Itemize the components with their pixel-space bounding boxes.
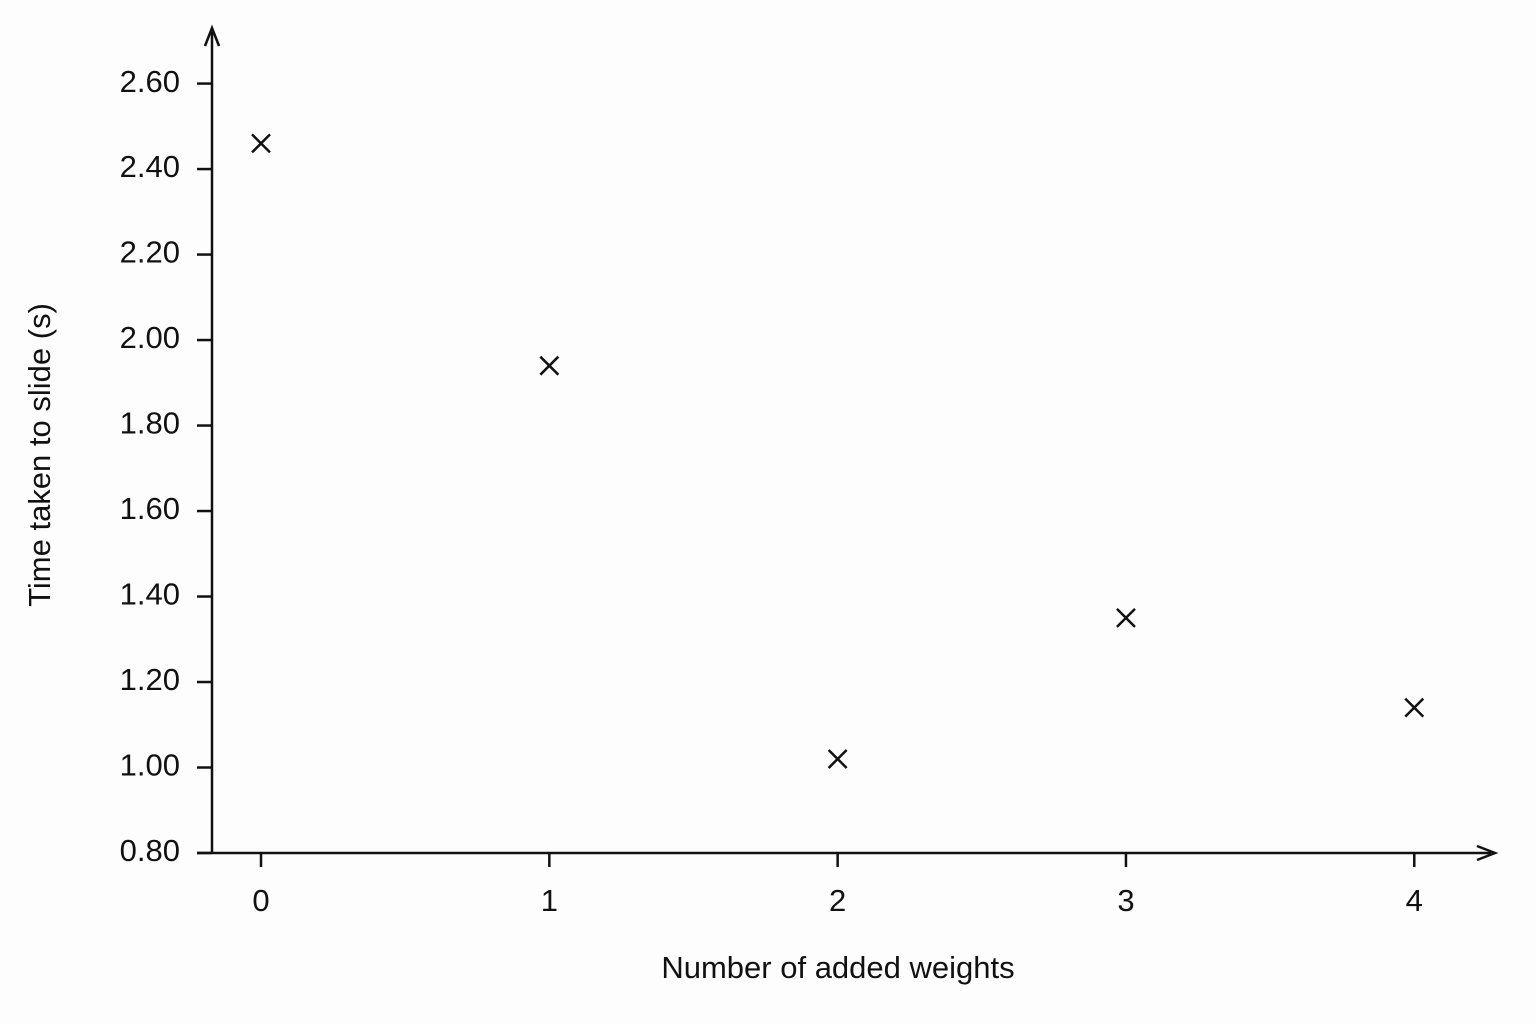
y-axis-arrow [203, 24, 221, 47]
x-tick-label: 4 [1406, 883, 1423, 918]
marker-stroke [827, 749, 848, 769]
y-tick-label: 2.00 [120, 320, 180, 355]
y-tick-label: 1.60 [120, 491, 180, 526]
y-tick-label: 1.40 [120, 577, 180, 612]
x-tick-label: 1 [541, 883, 558, 918]
y-tick-label: 2.40 [120, 149, 180, 184]
x-tick-label: 3 [1117, 883, 1134, 918]
x-axis-label: Number of added weights [661, 950, 1014, 985]
x-tick-label: 0 [252, 883, 269, 918]
marker [1116, 608, 1136, 628]
y-tick-label: 1.80 [120, 406, 180, 441]
y-tick-label: 2.20 [120, 235, 180, 270]
marker-stroke [1116, 608, 1136, 628]
marker [539, 355, 560, 376]
marker [1404, 697, 1425, 718]
y-axis-label: Time taken to slide (s) [22, 303, 57, 607]
marker [827, 749, 848, 769]
y-tick-label: 1.20 [120, 662, 180, 697]
marker-stroke [251, 133, 271, 154]
marker [251, 133, 271, 154]
marker-stroke [539, 355, 560, 376]
marker-stroke [1404, 697, 1425, 718]
y-tick-label: 2.60 [120, 64, 180, 99]
y-tick-label: 0.80 [120, 833, 180, 868]
x-tick-label: 2 [829, 883, 846, 918]
y-tick-label: 1.00 [120, 748, 180, 783]
x-axis-arrow [1476, 844, 1499, 862]
